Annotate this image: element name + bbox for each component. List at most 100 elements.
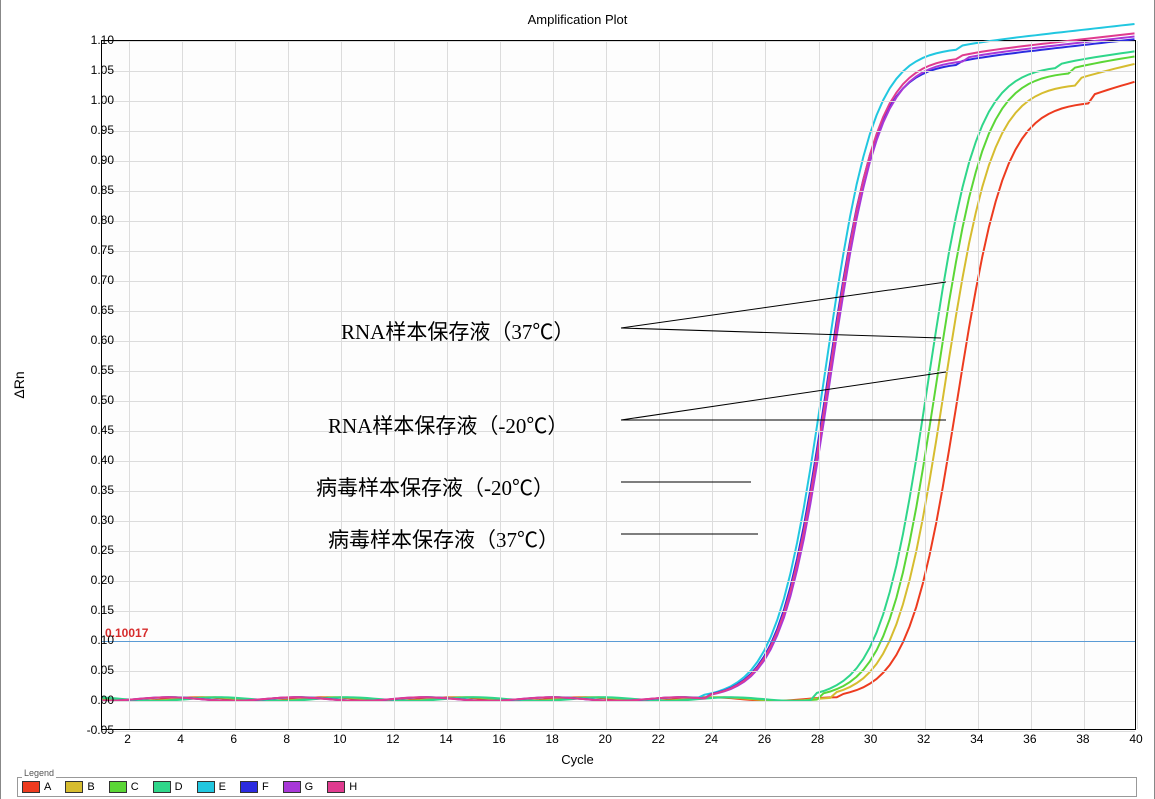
x-axis-label: Cycle [1, 752, 1154, 767]
gridline-h [102, 341, 1135, 342]
gridline-h [102, 281, 1135, 282]
legend-swatch [65, 781, 83, 793]
x-tick: 40 [1129, 732, 1142, 746]
y-tick: 1.10 [64, 33, 114, 47]
gridline-h [102, 221, 1135, 222]
gridline-h [102, 581, 1135, 582]
annotation-2: 病毒样本保存液（-20℃） [316, 472, 554, 502]
x-tick: 14 [439, 732, 452, 746]
legend-item-A: A [22, 781, 51, 793]
chart-container: Amplification Plot ΔRn 0.10017 Cycle Leg… [0, 0, 1155, 799]
annotation-0: RNA样本保存液（37℃） [341, 316, 574, 346]
y-tick: 0.80 [64, 213, 114, 227]
legend-label: C [131, 781, 139, 793]
curve-A [103, 82, 1135, 701]
legend-item-D: D [153, 781, 183, 793]
y-tick: 0.65 [64, 303, 114, 317]
y-tick: 0.90 [64, 153, 114, 167]
curve-G [103, 37, 1135, 701]
gridline-v [1084, 41, 1085, 729]
legend-item-B: B [65, 781, 94, 793]
y-tick: 0.15 [64, 603, 114, 617]
plot-area: 0.10017 [101, 40, 1136, 730]
gridline-h [102, 311, 1135, 312]
x-tick: 30 [864, 732, 877, 746]
x-tick: 34 [970, 732, 983, 746]
legend: Legend ABCDEFGH [17, 777, 1137, 797]
gridline-v [235, 41, 236, 729]
gridline-v [447, 41, 448, 729]
gridline-v [819, 41, 820, 729]
gridline-h [102, 101, 1135, 102]
x-tick: 26 [758, 732, 771, 746]
gridline-v [765, 41, 766, 729]
y-tick: 0.95 [64, 123, 114, 137]
legend-label: B [87, 781, 94, 793]
gridline-v [1031, 41, 1032, 729]
legend-label: H [349, 781, 357, 793]
x-tick: 36 [1023, 732, 1036, 746]
legend-label: D [175, 781, 183, 793]
y-tick: 0.55 [64, 363, 114, 377]
gridline-v [978, 41, 979, 729]
chart-title: Amplification Plot [1, 12, 1154, 27]
x-tick: 32 [917, 732, 930, 746]
x-tick: 2 [124, 732, 131, 746]
y-tick: 0.25 [64, 543, 114, 557]
legend-title: Legend [22, 768, 56, 778]
gridline-v [1137, 41, 1138, 729]
curves-svg [102, 41, 1135, 729]
gridline-v [182, 41, 183, 729]
gridline-h [102, 191, 1135, 192]
gridline-h [102, 401, 1135, 402]
gridline-v [553, 41, 554, 729]
y-axis-label: ΔRn [11, 371, 27, 398]
gridline-h [102, 71, 1135, 72]
gridline-v [341, 41, 342, 729]
x-tick: 18 [545, 732, 558, 746]
x-tick: 28 [811, 732, 824, 746]
gridline-v [712, 41, 713, 729]
legend-item-H: H [327, 781, 357, 793]
threshold-line [102, 641, 1135, 643]
y-tick: 0.85 [64, 183, 114, 197]
curve-E [103, 24, 1135, 701]
y-tick: 0.20 [64, 573, 114, 587]
y-tick: 0.30 [64, 513, 114, 527]
legend-swatch [109, 781, 127, 793]
gridline-v [500, 41, 501, 729]
gridline-h [102, 551, 1135, 552]
y-tick: 0.60 [64, 333, 114, 347]
x-tick: 22 [652, 732, 665, 746]
legend-label: E [219, 781, 226, 793]
legend-item-C: C [109, 781, 139, 793]
gridline-h [102, 251, 1135, 252]
gridline-h [102, 161, 1135, 162]
y-tick: 1.05 [64, 63, 114, 77]
y-tick: 0.45 [64, 423, 114, 437]
x-tick: 6 [230, 732, 237, 746]
legend-item-F: F [240, 781, 269, 793]
curve-C [103, 56, 1135, 700]
y-tick: 0.70 [64, 273, 114, 287]
gridline-v [288, 41, 289, 729]
gridline-v [606, 41, 607, 729]
y-tick: 0.10 [64, 633, 114, 647]
x-tick: 12 [386, 732, 399, 746]
gridline-v [872, 41, 873, 729]
legend-label: A [44, 781, 51, 793]
gridline-h [102, 671, 1135, 672]
curve-D [103, 51, 1135, 701]
legend-swatch [327, 781, 345, 793]
gridline-h [102, 491, 1135, 492]
gridline-h [102, 431, 1135, 432]
y-tick: 0.50 [64, 393, 114, 407]
annotation-3: 病毒样本保存液（37℃） [328, 524, 559, 554]
y-tick: 0.75 [64, 243, 114, 257]
y-tick: 1.00 [64, 93, 114, 107]
x-tick: 38 [1076, 732, 1089, 746]
gridline-h [102, 701, 1135, 702]
annotation-1: RNA样本保存液（-20℃） [328, 410, 568, 440]
legend-swatch [22, 781, 40, 793]
legend-swatch [153, 781, 171, 793]
